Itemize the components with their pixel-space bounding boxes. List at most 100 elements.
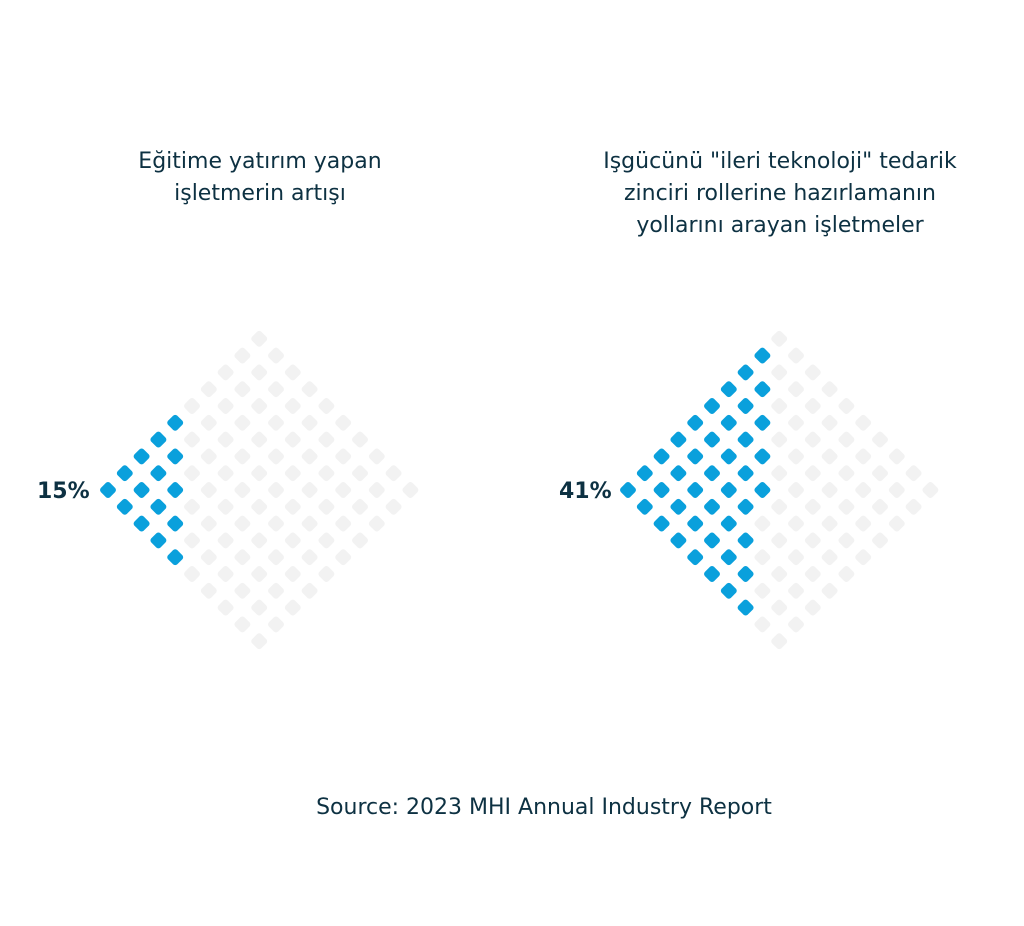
waffle-cell-empty: [251, 599, 268, 616]
waffle-cell-empty: [788, 381, 804, 398]
waffle-cell-empty: [251, 364, 268, 381]
waffle-cell-empty: [200, 482, 217, 498]
waffle-cell-filled: [670, 465, 687, 482]
value-label-left: 15%: [37, 479, 90, 504]
waffle-cell-empty: [821, 515, 838, 532]
waffle-cell-empty: [318, 465, 335, 482]
waffle-cell-empty: [268, 414, 284, 431]
waffle-cell-empty: [821, 582, 838, 599]
waffle-cell-filled: [687, 549, 704, 566]
waffle-cell-empty: [200, 549, 217, 566]
waffle-cell-filled: [720, 381, 737, 398]
waffle-cell-empty: [217, 566, 234, 582]
waffle-cell-empty: [838, 431, 855, 448]
waffle-cell-empty: [268, 448, 284, 465]
waffle-cell-filled: [150, 465, 167, 482]
waffle-cell-empty: [385, 498, 402, 515]
waffle-cell-empty: [284, 465, 301, 482]
waffle-cell-empty: [804, 599, 821, 616]
waffle-cell-empty: [838, 532, 855, 549]
waffle-cell-empty: [352, 465, 368, 482]
waffle-cell-filled: [687, 515, 704, 532]
waffle-cell-filled: [687, 414, 704, 431]
waffle-cell-empty: [855, 448, 872, 465]
waffle-cell-empty: [318, 498, 335, 515]
waffle-cell-empty: [268, 347, 284, 364]
waffle-cell-empty: [217, 431, 234, 448]
waffle-cell-empty: [922, 482, 939, 498]
waffle-cell-empty: [318, 566, 335, 582]
waffle-cell-empty: [821, 482, 838, 498]
waffle-cell-empty: [385, 465, 402, 482]
waffle-cell-empty: [251, 330, 268, 347]
waffle-cell-empty: [788, 482, 804, 498]
waffle-cell-empty: [234, 482, 251, 498]
waffle-cell-empty: [771, 566, 788, 582]
waffle-cell-empty: [352, 498, 368, 515]
waffle-cell-empty: [754, 515, 771, 532]
waffle-cell-filled: [133, 448, 150, 465]
waffle-cell-empty: [872, 431, 888, 448]
waffle-cell-empty: [872, 532, 888, 549]
waffle-cell-empty: [788, 448, 804, 465]
waffle-cell-empty: [251, 532, 268, 549]
waffle-cell-empty: [251, 398, 268, 414]
waffle-cell-empty: [284, 566, 301, 582]
waffle-cell-empty: [284, 532, 301, 549]
waffle-cell-empty: [268, 515, 284, 532]
waffle-cell-empty: [855, 549, 872, 566]
waffle-cell-filled: [167, 515, 184, 532]
waffle-cell-empty: [771, 398, 788, 414]
waffle-cell-empty: [234, 515, 251, 532]
waffle-cell-filled: [720, 515, 737, 532]
waffle-cell-filled: [116, 465, 133, 482]
waffle-cell-empty: [318, 532, 335, 549]
waffle-cell-empty: [217, 599, 234, 616]
waffle-cell-filled: [653, 515, 670, 532]
waffle-cell-filled: [636, 498, 653, 515]
waffle-cell-empty: [217, 532, 234, 549]
waffle-cell-empty: [301, 549, 318, 566]
waffle-cell-empty: [335, 448, 352, 465]
waffle-cell-filled: [670, 431, 687, 448]
waffle-cell-empty: [368, 482, 385, 498]
waffle-cell-empty: [888, 515, 905, 532]
waffle-cell-empty: [200, 448, 217, 465]
waffle-cell-empty: [284, 398, 301, 414]
waffle-cell-empty: [284, 364, 301, 381]
waffle-cell-filled: [754, 482, 771, 498]
waffle-cell-empty: [754, 582, 771, 599]
waffle-cell-filled: [720, 482, 737, 498]
waffle-cell-filled: [737, 431, 754, 448]
waffle-cell-empty: [301, 515, 318, 532]
waffle-cell-filled: [670, 498, 687, 515]
waffle-cell-filled: [100, 482, 116, 498]
waffle-cell-empty: [352, 532, 368, 549]
waffle-cell-filled: [754, 381, 771, 398]
diamond-waffle-chart-right: [620, 330, 939, 650]
waffle-cell-empty: [217, 465, 234, 482]
waffle-cell-empty: [368, 515, 385, 532]
waffle-cell-empty: [771, 532, 788, 549]
value-label-right: 41%: [559, 479, 612, 504]
waffle-cell-empty: [402, 482, 419, 498]
waffle-cell-empty: [855, 515, 872, 532]
waffle-cell-empty: [771, 431, 788, 448]
waffle-cell-filled: [737, 465, 754, 482]
waffle-cell-filled: [704, 566, 720, 582]
waffle-cell-empty: [268, 482, 284, 498]
waffle-cell-filled: [653, 448, 670, 465]
source-note: Source: 2023 MHI Annual Industry Report: [316, 795, 772, 820]
waffle-cell-empty: [855, 414, 872, 431]
waffle-cell-empty: [771, 498, 788, 515]
waffle-cell-filled: [636, 465, 653, 482]
waffle-cell-empty: [268, 381, 284, 398]
waffle-cell-empty: [234, 549, 251, 566]
waffle-cell-empty: [251, 465, 268, 482]
waffle-cell-empty: [184, 532, 200, 549]
waffle-cell-empty: [301, 448, 318, 465]
waffle-cell-filled: [720, 582, 737, 599]
waffle-cell-empty: [184, 431, 200, 448]
waffle-cell-empty: [234, 616, 251, 633]
waffle-cell-filled: [150, 532, 167, 549]
